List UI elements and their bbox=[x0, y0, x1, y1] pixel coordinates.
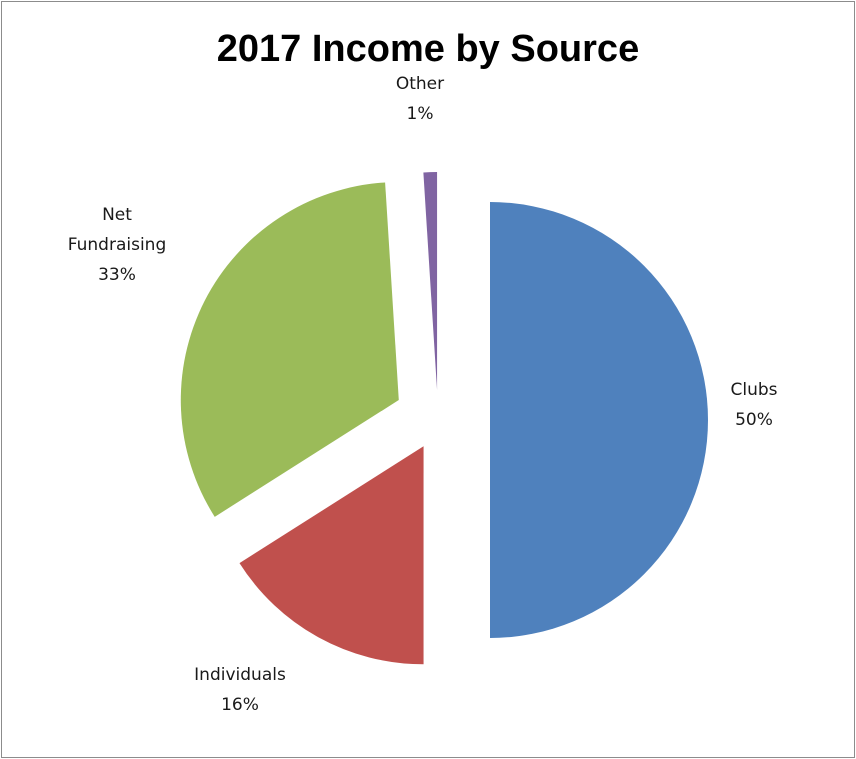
chart-title: 2017 Income by Source bbox=[216, 28, 640, 70]
slice-label-net-fundraising: Net Fundraising 33% bbox=[68, 205, 166, 285]
pie-slice-net-fundraising bbox=[180, 182, 399, 517]
slice-label-other: Other 1% bbox=[396, 74, 444, 124]
pie-slice-clubs bbox=[490, 202, 708, 638]
slice-label-clubs: Clubs 50% bbox=[730, 380, 777, 430]
pie-slice-individuals bbox=[239, 446, 424, 665]
slice-label-individuals: Individuals 16% bbox=[194, 665, 286, 715]
pie-slice-other bbox=[423, 172, 438, 391]
